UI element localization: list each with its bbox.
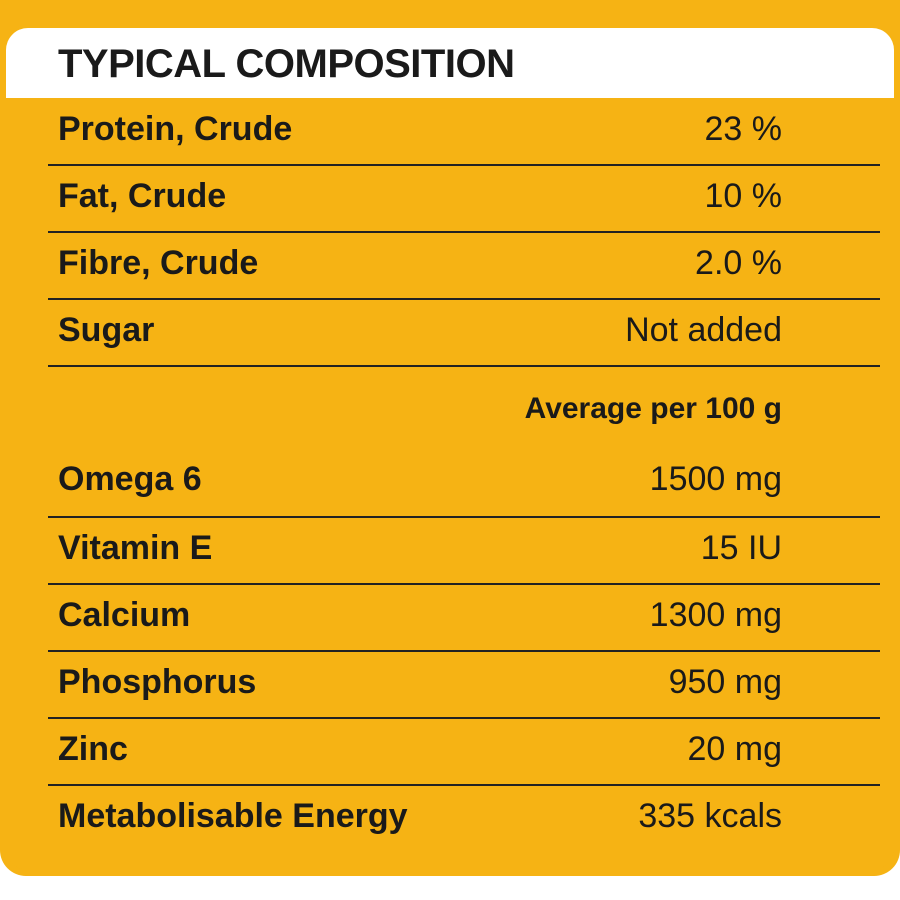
- table-row: Fibre, Crude 2.0 %: [48, 232, 880, 300]
- table-row: Metabolisable Energy 335 kcals: [48, 785, 880, 851]
- row-value: 2.0 %: [695, 244, 782, 282]
- table-row: Fat, Crude 10 %: [48, 165, 880, 233]
- table-row: Zinc 20 mg: [48, 718, 880, 786]
- table-row: Phosphorus 950 mg: [48, 651, 880, 719]
- table-row: Omega 6 1500 mg: [48, 446, 880, 518]
- row-label: Vitamin E: [58, 529, 213, 567]
- table: Protein, Crude 23 % Fat, Crude 10 % Fibre, C…: [6, 98, 894, 870]
- row-value: 15 IU: [700, 529, 782, 567]
- row-label: Omega 6: [58, 460, 202, 498]
- card: TYPICAL COMPOSITION Protein, Crude 23 % Fa…: [0, 0, 900, 876]
- row-value: 1300 mg: [649, 596, 782, 634]
- row-label: Metabolisable Energy: [58, 797, 408, 835]
- row-value: 10 %: [704, 177, 783, 215]
- row-value: Not added: [625, 311, 782, 349]
- subheader-row: Average per 100 g: [48, 366, 880, 446]
- row-label: Protein, Crude: [58, 110, 293, 148]
- table-row: Sugar Not added: [48, 299, 880, 367]
- row-value: 335 kcals: [638, 797, 782, 835]
- title: TYPICAL COMPOSITION: [58, 42, 515, 86]
- subheader: Average per 100 g: [524, 392, 782, 425]
- header: TYPICAL COMPOSITION: [6, 28, 894, 98]
- row-value: 23 %: [704, 110, 783, 148]
- row-value: 20 mg: [687, 730, 783, 768]
- row-value: 1500 mg: [649, 460, 782, 498]
- row-label: Sugar: [58, 311, 155, 349]
- row-label: Fibre, Crude: [58, 244, 259, 282]
- row-label: Calcium: [58, 596, 191, 634]
- table-row: Protein, Crude 23 %: [48, 98, 880, 166]
- row-label: Phosphorus: [58, 663, 257, 701]
- row-value: 950 mg: [668, 663, 782, 701]
- table-row: Calcium 1300 mg: [48, 584, 880, 652]
- row-label: Fat, Crude: [58, 177, 227, 215]
- row-label: Zinc: [58, 730, 128, 768]
- table-row: Vitamin E 15 IU: [48, 517, 880, 585]
